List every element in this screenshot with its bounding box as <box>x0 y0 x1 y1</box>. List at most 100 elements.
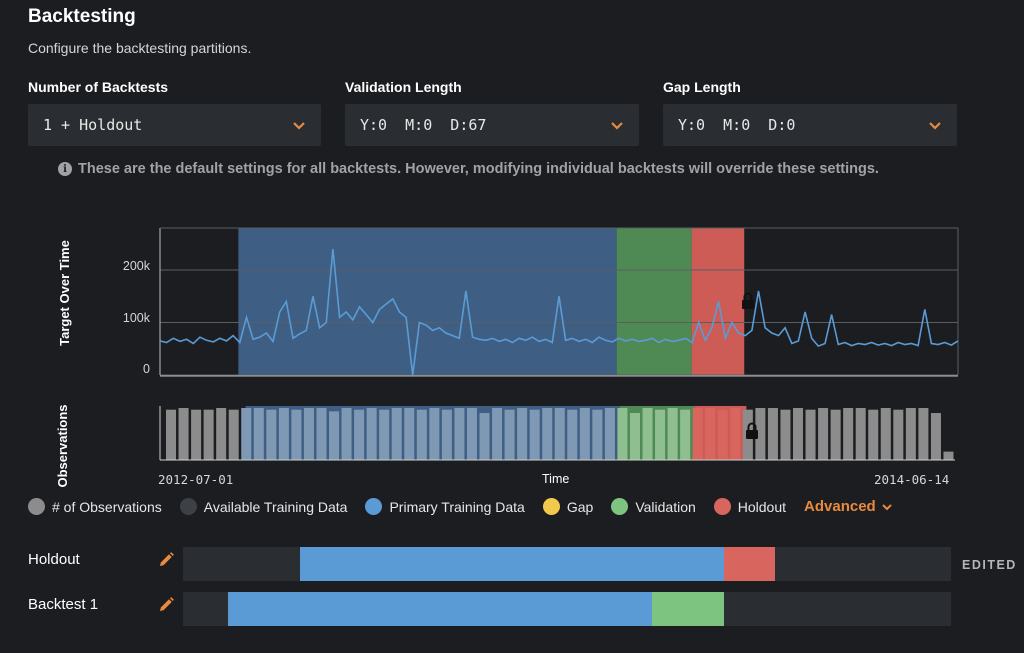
holdout-partition-bar[interactable] <box>183 547 951 581</box>
pencil-icon[interactable] <box>157 596 175 614</box>
advanced-label: Advanced <box>804 498 876 515</box>
observation-bar <box>905 408 916 460</box>
partition-segment[interactable] <box>299 547 724 581</box>
chevron-down-icon <box>882 503 892 510</box>
observation-bar <box>830 409 841 460</box>
legend-swatch <box>713 498 731 515</box>
target-series-line <box>159 248 959 376</box>
observation-bar <box>366 408 377 460</box>
observation-bar <box>492 408 503 460</box>
observation-bar <box>880 408 891 460</box>
observation-bar <box>592 409 603 460</box>
observation-bar <box>191 409 202 460</box>
chevron-down-icon <box>611 122 623 130</box>
observation-bar <box>855 408 866 460</box>
observation-bar <box>266 409 277 460</box>
observation-bar <box>466 408 477 460</box>
observations-axis-label: Observations <box>55 404 70 488</box>
backtest-1-row-label: Backtest 1 <box>28 596 99 613</box>
observation-bar <box>253 408 264 460</box>
y-tick-label: 200k <box>122 259 150 273</box>
observation-bar <box>617 408 628 460</box>
info-icon: i <box>58 162 72 176</box>
partition-segment[interactable] <box>652 592 724 626</box>
observation-bar <box>930 413 941 460</box>
edited-badge: EDITED <box>962 558 1017 572</box>
page-subtitle: Configure the backtesting partitions. <box>28 40 252 56</box>
observation-bar <box>416 409 427 460</box>
observation-bar <box>278 408 289 460</box>
legend: # of Observations Available Training Dat… <box>28 498 893 515</box>
legend-item-holdout: Holdout <box>713 498 787 515</box>
observation-bar <box>404 408 415 460</box>
observation-bar <box>943 451 954 460</box>
backtest-1-partition-bar[interactable] <box>183 592 951 626</box>
observation-bar <box>391 408 402 460</box>
observation-bar <box>542 408 553 460</box>
observation-bar <box>303 408 314 460</box>
observation-bar <box>479 413 490 460</box>
observation-bar <box>717 409 728 460</box>
observation-bar <box>767 408 778 460</box>
observation-bar <box>228 409 239 460</box>
backtests-select[interactable]: 1 + Holdout <box>28 104 321 146</box>
legend-label: Available Training Data <box>203 498 348 515</box>
legend-label: Gap <box>566 498 594 515</box>
observation-bar <box>705 408 716 460</box>
observation-bar <box>730 408 741 460</box>
pencil-icon[interactable] <box>157 551 175 569</box>
observation-bar <box>203 409 214 460</box>
observation-bar <box>780 409 791 460</box>
observation-bar <box>216 408 227 460</box>
target-over-time-axis-label: Target Over Time <box>57 240 72 346</box>
observation-bar <box>454 408 465 460</box>
observation-bar <box>354 409 365 460</box>
observation-bar <box>241 408 252 460</box>
observation-bar <box>429 408 440 460</box>
time-axis-label: Time <box>542 472 570 486</box>
observation-bar <box>868 409 879 460</box>
observation-bar <box>291 409 302 460</box>
observation-bar <box>341 408 352 460</box>
observation-bar <box>379 409 390 460</box>
observation-bar <box>755 408 766 460</box>
default-settings-info: i These are the default settings for all… <box>58 161 879 177</box>
observation-bar <box>792 408 804 460</box>
legend-swatch <box>179 498 197 515</box>
backtests-label: Number of Backtests <box>28 79 169 95</box>
observation-bar <box>805 409 816 460</box>
observation-bar <box>329 411 340 460</box>
observation-bar <box>918 408 929 460</box>
legend-swatch <box>28 498 45 515</box>
partition-band <box>238 228 617 375</box>
validation-length-value: Y:0 M:0 D:67 <box>360 116 487 134</box>
observation-bar <box>629 413 641 460</box>
observation-bar <box>504 409 515 460</box>
x-tick-label-end: 2014-06-14 <box>874 472 950 487</box>
y-tick-label: 100k <box>122 311 150 325</box>
gap-length-label: Gap Length <box>663 79 741 95</box>
legend-label: Primary Training Data <box>389 498 525 515</box>
legend-swatch <box>542 498 560 515</box>
observation-bar <box>893 409 904 460</box>
observation-bar <box>554 408 565 460</box>
observation-bar <box>642 408 653 460</box>
legend-item-gap: Gap <box>542 498 594 515</box>
legend-item-primary-training: Primary Training Data <box>365 498 525 515</box>
page-title: Backtesting <box>28 6 136 27</box>
gap-length-select[interactable]: Y:0 M:0 D:0 <box>663 104 957 146</box>
observation-bar <box>843 408 854 460</box>
observation-bar <box>655 409 666 460</box>
observation-bar <box>166 409 177 460</box>
advanced-toggle[interactable]: Advanced <box>804 498 893 515</box>
backtests-select-value: 1 + Holdout <box>43 116 143 134</box>
legend-swatch <box>365 498 383 515</box>
validation-length-label: Validation Length <box>345 79 462 95</box>
observations-chart <box>159 406 955 461</box>
observation-bar <box>667 408 678 460</box>
partition-segment[interactable] <box>228 592 653 626</box>
legend-label: Holdout <box>737 498 787 515</box>
partition-segment[interactable] <box>723 547 776 581</box>
observation-bar <box>604 408 615 460</box>
validation-length-select[interactable]: Y:0 M:0 D:67 <box>345 104 639 146</box>
